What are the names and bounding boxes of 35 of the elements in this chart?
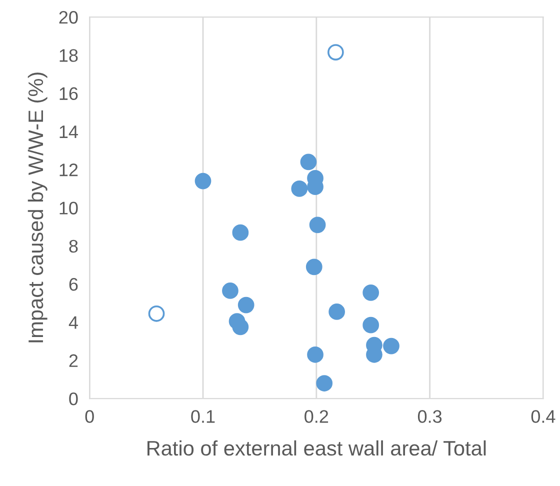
- point: [194, 172, 212, 190]
- point: [148, 305, 165, 322]
- y-tick-label: 2: [69, 354, 78, 367]
- point: [328, 304, 345, 320]
- x-tick-label: 0.4: [531, 410, 556, 423]
- x-axis-title: Ratio of external east wall area/ Total: [148, 440, 486, 456]
- point: [362, 316, 380, 334]
- point: [238, 296, 254, 314]
- point: [383, 338, 400, 354]
- point: [307, 346, 324, 363]
- point: [362, 284, 380, 301]
- y-tick-label: 20: [59, 10, 78, 24]
- y-tick-label: 12: [60, 164, 78, 176]
- point: [291, 180, 308, 197]
- y-tick-label: 16: [60, 87, 78, 100]
- point: [316, 375, 333, 392]
- point: [327, 44, 344, 60]
- y-tick-label: 0: [69, 392, 78, 406]
- y-tick-label: 4: [68, 316, 78, 329]
- x-tick-label: 0.3: [418, 410, 442, 423]
- x-tick-label: 0: [85, 410, 94, 423]
- y-tick-label: 14: [60, 126, 78, 138]
- point: [222, 282, 238, 299]
- y-axis-title: Impact caused by W/W-E (%): [28, 72, 48, 342]
- y-tick-label: 6: [69, 278, 78, 291]
- y-tick-label: 18: [60, 49, 78, 62]
- x-tick-label: 0.1: [191, 410, 215, 423]
- point: [309, 216, 326, 234]
- point: [232, 318, 249, 336]
- y-tick-label: 8: [69, 240, 78, 253]
- x-tick-label: 0.2: [304, 410, 328, 423]
- point: [306, 258, 322, 276]
- point: [232, 224, 249, 241]
- y-tick-label: 10: [60, 202, 78, 214]
- point: [300, 154, 317, 170]
